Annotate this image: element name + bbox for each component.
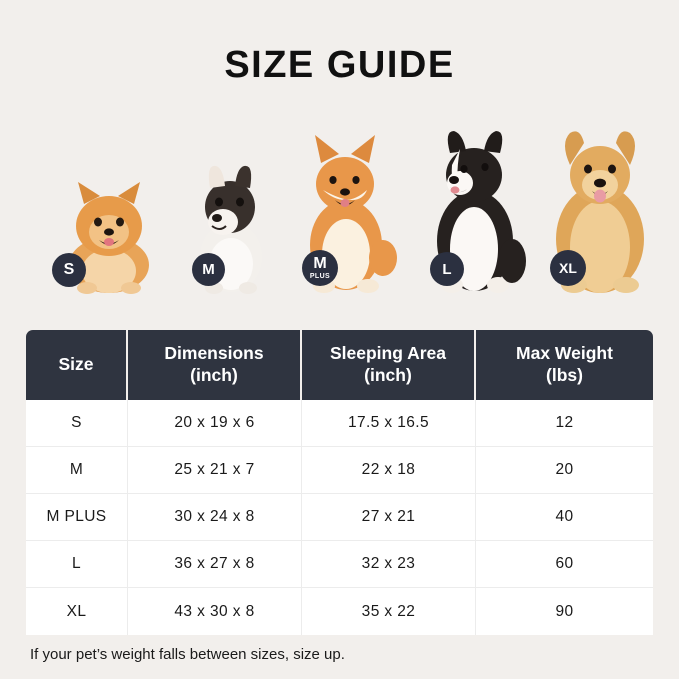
cell-size: M xyxy=(26,447,128,494)
column-header-dimensions-line1: Dimensions xyxy=(164,343,264,364)
cell-max-weight: 12 xyxy=(476,400,653,447)
cell-max-weight: 60 xyxy=(476,541,653,588)
table-row: L 36 x 27 x 8 32 x 23 60 xyxy=(26,541,653,588)
column-header-sleeping-area-line2: (inch) xyxy=(364,365,412,385)
size-badge-m-plus-label: M xyxy=(313,255,327,272)
pomeranian-icon xyxy=(69,182,149,294)
dog-figure-m: M xyxy=(178,160,283,295)
size-guide-table: Size Dimensions (inch) Sleeping Area (in… xyxy=(26,330,653,635)
cell-size: M PLUS xyxy=(26,494,128,541)
dog-figure-xl: XL xyxy=(538,117,663,295)
table-body: S 20 x 19 x 6 17.5 x 16.5 12 M 25 x 21 x… xyxy=(26,400,653,635)
dog-figure-l: L xyxy=(416,123,534,295)
size-badge-m-label: M xyxy=(202,261,215,278)
cell-sleeping-area: 27 x 21 xyxy=(302,494,476,541)
cell-size: S xyxy=(26,400,128,447)
cell-dimensions: 30 x 24 x 8 xyxy=(128,494,302,541)
column-header-size-line1: Size xyxy=(58,354,94,375)
cell-dimensions: 20 x 19 x 6 xyxy=(128,400,302,447)
column-header-dimensions-line2: (inch) xyxy=(190,365,238,385)
table-row: M PLUS 30 x 24 x 8 27 x 21 40 xyxy=(26,494,653,541)
cell-sleeping-area: 35 x 22 xyxy=(302,588,476,635)
size-badge-s: S xyxy=(52,253,86,287)
cell-sleeping-area: 32 x 23 xyxy=(302,541,476,588)
cell-dimensions: 43 x 30 x 8 xyxy=(128,588,302,635)
cell-sleeping-area: 17.5 x 16.5 xyxy=(302,400,476,447)
column-header-max-weight-line2: (lbs) xyxy=(546,365,583,385)
column-header-sleeping-area: Sleeping Area (inch) xyxy=(302,330,476,400)
size-badge-l-label: L xyxy=(442,260,452,278)
size-badge-xl: XL xyxy=(550,250,586,286)
dog-figure-m-plus: M PLUS xyxy=(288,130,403,295)
table-header: Size Dimensions (inch) Sleeping Area (in… xyxy=(26,330,653,400)
column-header-max-weight: Max Weight (lbs) xyxy=(476,330,653,400)
cell-max-weight: 40 xyxy=(476,494,653,541)
table-row: M 25 x 21 x 7 22 x 18 20 xyxy=(26,447,653,494)
column-header-max-weight-line1: Max Weight xyxy=(516,343,613,364)
column-header-sleeping-area-line1: Sleeping Area xyxy=(329,343,447,364)
size-badge-s-label: S xyxy=(63,261,75,278)
table-header-row: Size Dimensions (inch) Sleeping Area (in… xyxy=(26,330,653,400)
dog-figure-s: S xyxy=(52,170,164,295)
cell-size: L xyxy=(26,541,128,588)
size-badge-m: M xyxy=(192,253,225,286)
page-title: SIZE GUIDE xyxy=(224,44,455,86)
table-row: S 20 x 19 x 6 17.5 x 16.5 12 xyxy=(26,400,653,447)
size-badge-xl-label: XL xyxy=(559,260,577,276)
cell-max-weight: 90 xyxy=(476,588,653,635)
cell-dimensions: 25 x 21 x 7 xyxy=(128,447,302,494)
cell-max-weight: 20 xyxy=(476,447,653,494)
footnote: If your pet’s weight falls between sizes… xyxy=(30,646,345,663)
size-badge-m-plus-sub: PLUS xyxy=(309,273,331,280)
size-badge-l: L xyxy=(430,252,464,286)
cell-size: XL xyxy=(26,588,128,635)
cell-dimensions: 36 x 27 x 8 xyxy=(128,541,302,588)
size-badge-m-plus: M PLUS xyxy=(302,250,338,286)
column-header-dimensions: Dimensions (inch) xyxy=(128,330,302,400)
table-row: XL 43 x 30 x 8 35 x 22 90 xyxy=(26,588,653,635)
dog-illustration-row: S M xyxy=(26,110,653,295)
cell-sleeping-area: 22 x 18 xyxy=(302,447,476,494)
column-header-size: Size xyxy=(26,330,128,400)
